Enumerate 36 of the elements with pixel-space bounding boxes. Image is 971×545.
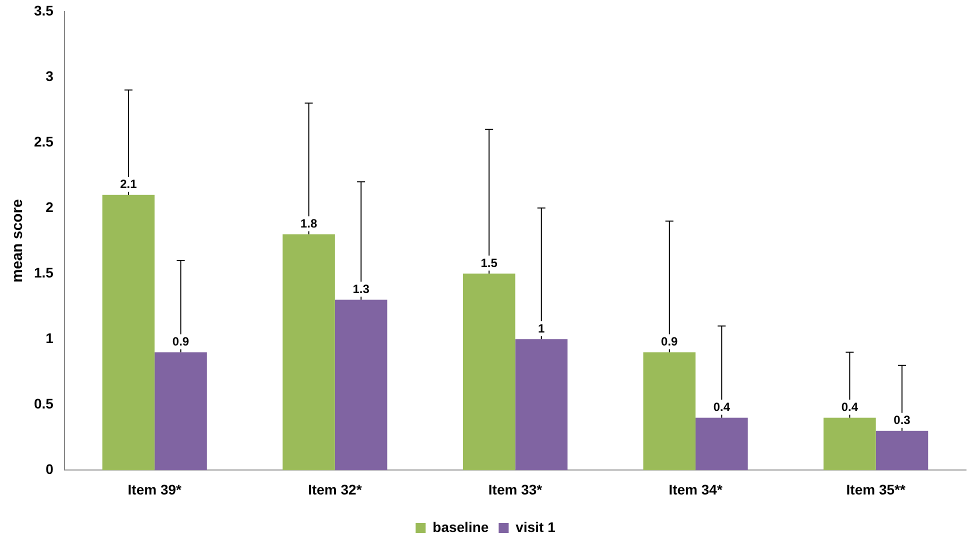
- x-tick-label: Item 34*: [668, 481, 723, 498]
- bar: [515, 339, 568, 470]
- bar: [643, 352, 696, 470]
- x-tick-label: Item 33*: [488, 481, 543, 498]
- y-tick-label: 1.5: [34, 264, 54, 280]
- data-label: 0.9: [172, 334, 190, 349]
- x-tick-label: Item 32*: [308, 481, 362, 498]
- y-tick-label: 0: [46, 461, 54, 478]
- bar: [462, 274, 516, 470]
- legend-label: visit 1: [516, 518, 556, 535]
- y-tick-label: 3.5: [34, 2, 54, 18]
- data-label: 2.1: [120, 177, 138, 192]
- data-label: 1.8: [300, 216, 318, 231]
- data-label: 0.4: [713, 400, 730, 414]
- y-tick-label: 3: [46, 68, 54, 84]
- bar: [102, 194, 155, 470]
- y-axis-title: mean score: [9, 199, 26, 282]
- legend-label: baseline: [432, 518, 489, 535]
- y-tick-label: 2: [46, 198, 54, 215]
- bar: [334, 300, 388, 470]
- x-tick-label: Item 35**: [846, 481, 906, 498]
- y-tick-label: 0.5: [34, 396, 54, 412]
- bar: [154, 352, 207, 470]
- bar: [876, 430, 928, 470]
- bar: [282, 234, 335, 470]
- x-tick-label: Item 39*: [128, 481, 182, 498]
- data-label: 0.9: [661, 334, 678, 349]
- y-tick-label: 2.5: [34, 133, 54, 150]
- bar: [824, 418, 876, 470]
- bar: [696, 418, 748, 470]
- y-tick-label: 1: [46, 330, 54, 346]
- data-label: 0.3: [894, 413, 911, 428]
- data-label: 1.3: [352, 282, 370, 296]
- data-label: 1: [538, 321, 546, 336]
- data-label: 1.5: [480, 256, 498, 270]
- data-label: 0.4: [841, 400, 858, 414]
